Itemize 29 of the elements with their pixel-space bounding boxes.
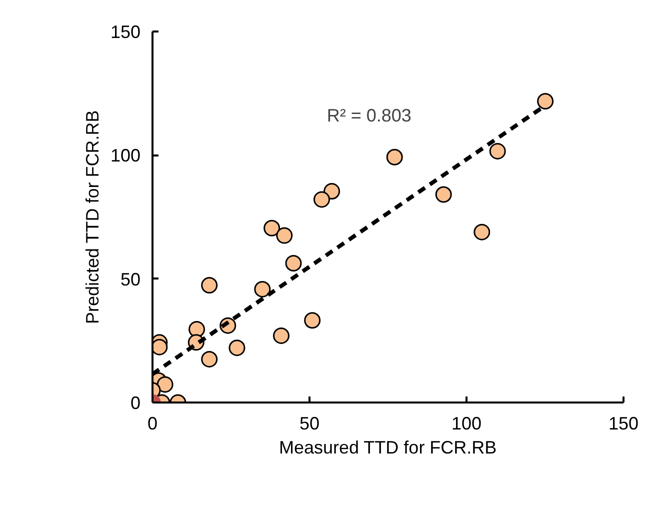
- point: [285, 255, 302, 272]
- point: [264, 220, 280, 236]
- point: [228, 340, 246, 356]
- point: [188, 321, 206, 338]
- point: [276, 227, 293, 244]
- point: [254, 280, 271, 298]
- point: [537, 93, 554, 110]
- y-tick-label: 100: [110, 146, 141, 166]
- point: [386, 148, 403, 166]
- point: [313, 191, 330, 208]
- point: [489, 142, 506, 160]
- point: [304, 312, 321, 329]
- point: [474, 224, 490, 240]
- point: [201, 350, 218, 368]
- y-axis-title: Predicted TTD for FCR.RB: [82, 110, 102, 324]
- annotation: R² = 0.803: [326, 106, 412, 126]
- y-tick-label: 150: [110, 22, 141, 42]
- y-tick-label: 0: [130, 393, 141, 413]
- x-tick-label: 100: [451, 414, 482, 434]
- point: [272, 327, 290, 344]
- point: [156, 376, 174, 393]
- point: [435, 186, 452, 203]
- point: [201, 277, 218, 294]
- x-tick-label: 0: [147, 414, 158, 434]
- x-axis-title: Measured TTD for FCR.RB: [278, 438, 497, 458]
- point: [152, 338, 168, 356]
- y-tick-label: 50: [120, 269, 141, 290]
- x-tick-label: 50: [299, 414, 320, 434]
- x-tick-label: 150: [608, 414, 639, 434]
